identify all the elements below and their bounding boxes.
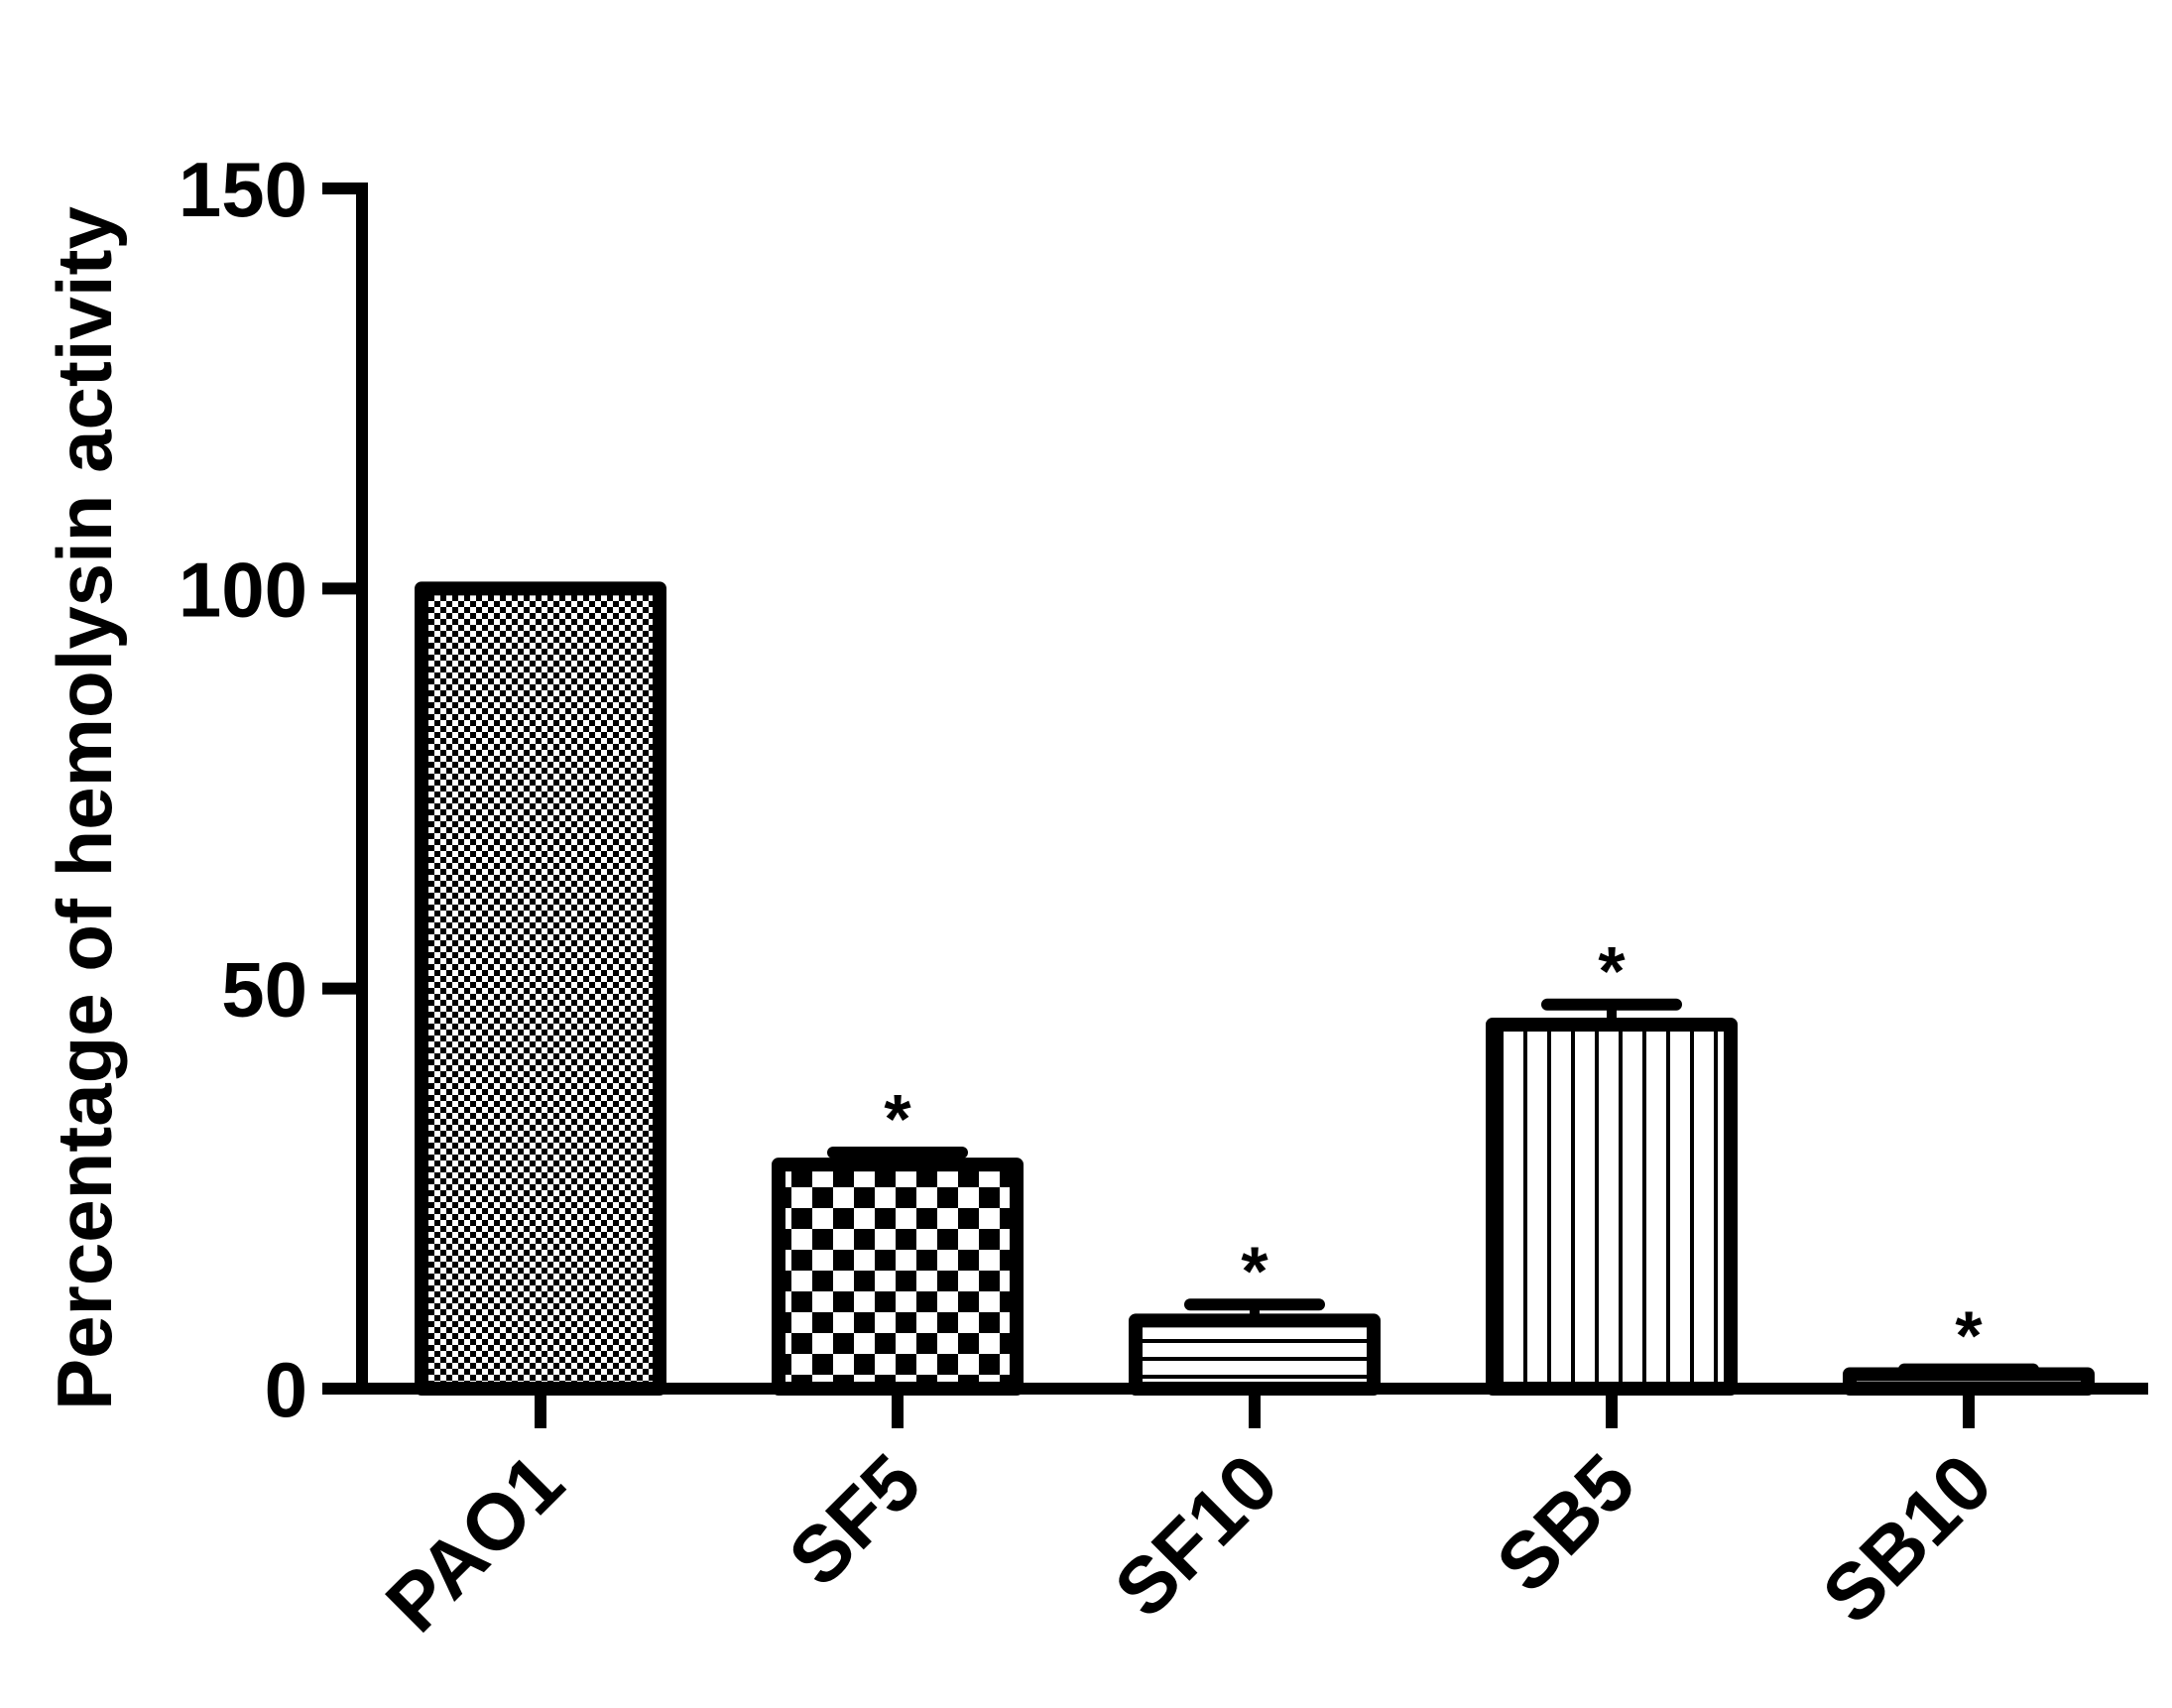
x-tick-label-pao1: PAO1	[369, 1437, 580, 1648]
x-tick-label-sf5: SF5	[772, 1437, 937, 1603]
x-axis-ticks: PAO1 SF5 SF10 SB5 SB10	[369, 1389, 2008, 1648]
x-tick-label-sf10: SF10	[1098, 1437, 1294, 1634]
y-tick-label: 0	[265, 1346, 307, 1433]
y-tick-label: 50	[221, 946, 307, 1034]
error-bars-group	[827, 998, 2039, 1376]
significance-star-sf10: *	[1241, 1232, 1268, 1309]
y-axis-label: Percentage of hemolysin activity	[41, 206, 128, 1410]
bar-sf10	[1129, 1313, 1381, 1397]
bar-sb5	[1486, 1017, 1738, 1396]
significance-star-sb5: *	[1598, 932, 1626, 1010]
x-tick-label-sb10: SB10	[1806, 1437, 2008, 1640]
y-tick-label: 100	[179, 546, 307, 633]
bar-sf5	[772, 1158, 1024, 1396]
significance-star-sb10: *	[1955, 1297, 1983, 1375]
x-tick-label-sb5: SB5	[1480, 1437, 1651, 1609]
y-axis-ticks: 0 50 100 150	[179, 146, 362, 1433]
bar-pao1	[415, 581, 666, 1396]
significance-marks: * * * *	[884, 932, 1983, 1375]
y-tick-label: 150	[179, 146, 307, 233]
significance-star-sf5: *	[884, 1080, 911, 1158]
